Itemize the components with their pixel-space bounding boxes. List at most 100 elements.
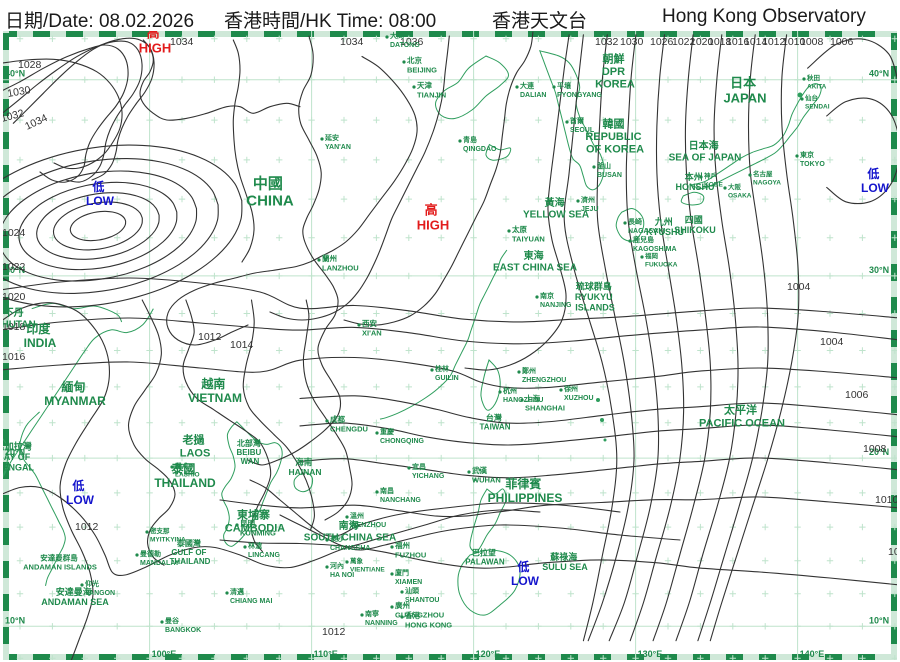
svg-text:仙台: 仙台 [805, 93, 819, 102]
svg-text:XI'AN: XI'AN [362, 329, 382, 338]
svg-text:1028: 1028 [18, 59, 42, 71]
svg-text:LASHIO: LASHIO [175, 472, 200, 479]
svg-text:130°E: 130°E [638, 649, 663, 659]
svg-text:BEIJING: BEIJING [407, 66, 437, 75]
svg-text:CHANGSHA: CHANGSHA [330, 545, 370, 552]
svg-text:黃海 YELLOW SEA: 黃海 YELLOW SEA [523, 196, 589, 221]
svg-text:中國 CHINA: 中國 CHINA [246, 174, 294, 209]
svg-text:LINCANG: LINCANG [248, 552, 280, 559]
svg-text:長沙: 長沙 [330, 534, 344, 543]
svg-text:DATONG: DATONG [390, 42, 420, 49]
svg-text:1032: 1032 [595, 36, 619, 48]
svg-text:LANZHOU: LANZHOU [322, 264, 359, 273]
svg-text:昆明: 昆明 [240, 518, 255, 528]
svg-text:朝鮮 DPR KOREA: 朝鮮 DPR KOREA [595, 51, 635, 90]
svg-text:重慶: 重慶 [380, 427, 395, 436]
svg-text:林滄: 林滄 [248, 541, 262, 550]
svg-text:1010: 1010 [875, 494, 899, 506]
svg-text:低 LOW: 低 LOW [861, 166, 890, 195]
svg-text:延安: 延安 [324, 133, 339, 142]
svg-text:濟州: 濟州 [581, 195, 595, 204]
svg-text:DALIAN: DALIAN [520, 92, 546, 99]
svg-text:蘇祿海 SULU SEA: 蘇祿海 SULU SEA [542, 551, 588, 572]
svg-text:首爾: 首爾 [570, 116, 584, 125]
svg-text:1016: 1016 [2, 351, 26, 363]
svg-text:30°N: 30°N [869, 265, 889, 275]
svg-text:老撾 LAOS: 老撾 LAOS [180, 433, 211, 460]
svg-text:曼德勒: 曼德勒 [140, 549, 161, 558]
svg-text:密支那: 密支那 [150, 526, 170, 535]
svg-text:秋田: 秋田 [807, 73, 821, 82]
svg-text:120°E: 120°E [476, 649, 501, 659]
svg-text:1006: 1006 [830, 36, 854, 48]
svg-text:MANDALAY: MANDALAY [140, 560, 180, 567]
svg-text:平壤: 平壤 [557, 81, 572, 90]
svg-text:WUHAN: WUHAN [472, 476, 501, 485]
svg-text:HONG KONG: HONG KONG [405, 621, 452, 630]
svg-text:名古屋: 名古屋 [753, 169, 773, 178]
svg-text:XIAMEN: XIAMEN [395, 579, 422, 586]
svg-text:CHENGDU: CHENGDU [330, 425, 368, 434]
svg-text:宜昌: 宜昌 [412, 462, 426, 471]
svg-text:不丹 BHUTAN: 不丹 BHUTAN [0, 307, 36, 331]
svg-text:1012: 1012 [198, 331, 222, 343]
svg-text:1004: 1004 [787, 281, 811, 293]
svg-text:FUKUOKA: FUKUOKA [645, 262, 678, 269]
svg-text:PYONGYANG: PYONGYANG [557, 92, 602, 99]
svg-text:清邁: 清邁 [230, 587, 244, 596]
svg-text:TAIYUAN: TAIYUAN [512, 235, 545, 244]
svg-text:110°E: 110°E [314, 649, 338, 659]
svg-text:香港: 香港 [404, 610, 420, 620]
svg-text:東京: 東京 [800, 150, 814, 159]
svg-text:SENDAI: SENDAI [805, 104, 830, 111]
svg-text:廈門: 廈門 [394, 568, 409, 577]
svg-text:1020: 1020 [2, 291, 26, 303]
svg-text:1034: 1034 [340, 36, 364, 48]
svg-text:1034: 1034 [23, 112, 49, 133]
svg-text:1008: 1008 [863, 443, 887, 455]
svg-text:太平洋 PACIFIC OCEAN: 太平洋 PACIFIC OCEAN [699, 403, 785, 430]
svg-text:大同: 大同 [390, 31, 404, 40]
svg-text:BUSAN: BUSAN [597, 172, 622, 179]
svg-text:低 LOW: 低 LOW [86, 179, 115, 208]
svg-text:長崎: 長崎 [628, 217, 642, 226]
svg-text:低 LOW: 低 LOW [66, 478, 95, 507]
svg-text:廣州: 廣州 [395, 600, 410, 610]
svg-text:1030: 1030 [620, 36, 644, 48]
svg-text:NAGASAKI: NAGASAKI [628, 228, 665, 235]
svg-text:1034: 1034 [170, 36, 194, 48]
svg-text:福州: 福州 [394, 540, 410, 550]
svg-text:TIANJIN: TIANJIN [417, 91, 446, 100]
svg-text:1012: 1012 [322, 626, 346, 638]
svg-text:成都: 成都 [330, 414, 345, 424]
svg-text:徐州: 徐州 [563, 384, 578, 393]
svg-text:台灣 TAIWAN: 台灣 TAIWAN [480, 412, 511, 431]
svg-text:KUNMING: KUNMING [240, 529, 276, 538]
svg-text:日本海 SEA OF JAPAN: 日本海 SEA OF JAPAN [669, 139, 742, 164]
svg-text:WENZHOU: WENZHOU [350, 522, 386, 529]
svg-text:天津: 天津 [417, 80, 432, 90]
svg-text:汕頭: 汕頭 [405, 586, 420, 595]
svg-text:SEOUL: SEOUL [570, 127, 595, 134]
svg-text:琉球群島 RYUKYU ISLANDS: 琉球群島 RYUKYU ISLANDS [575, 281, 615, 313]
svg-text:1006: 1006 [845, 389, 869, 401]
svg-text:上海: 上海 [525, 393, 540, 403]
svg-text:緬甸 MYANMAR: 緬甸 MYANMAR [44, 379, 106, 408]
svg-text:溫州: 溫州 [350, 511, 364, 520]
svg-text:1024: 1024 [2, 227, 26, 239]
svg-text:100°E: 100°E [152, 649, 177, 659]
svg-text:高 HIGH: 高 HIGH [139, 26, 172, 56]
svg-text:四國 SHIKOKU: 四國 SHIKOKU [674, 215, 716, 235]
svg-text:FUZHOU: FUZHOU [395, 551, 426, 560]
svg-text:SHANTOU: SHANTOU [405, 597, 439, 604]
svg-text:OSAKA: OSAKA [728, 193, 752, 200]
svg-text:太原: 太原 [512, 224, 527, 234]
svg-text:40°N: 40°N [869, 69, 889, 79]
svg-text:南寧: 南寧 [365, 609, 379, 618]
svg-text:孟加拉灣 BAY OF BENGAL: 孟加拉灣 BAY OF BENGAL [0, 441, 35, 473]
svg-text:曼谷: 曼谷 [165, 616, 180, 625]
svg-text:1026: 1026 [650, 36, 674, 48]
svg-text:河內: 河內 [330, 561, 344, 570]
svg-text:TOKYO: TOKYO [800, 161, 825, 168]
svg-text:東海 EAST CHINA SEA: 東海 EAST CHINA SEA [493, 249, 577, 274]
